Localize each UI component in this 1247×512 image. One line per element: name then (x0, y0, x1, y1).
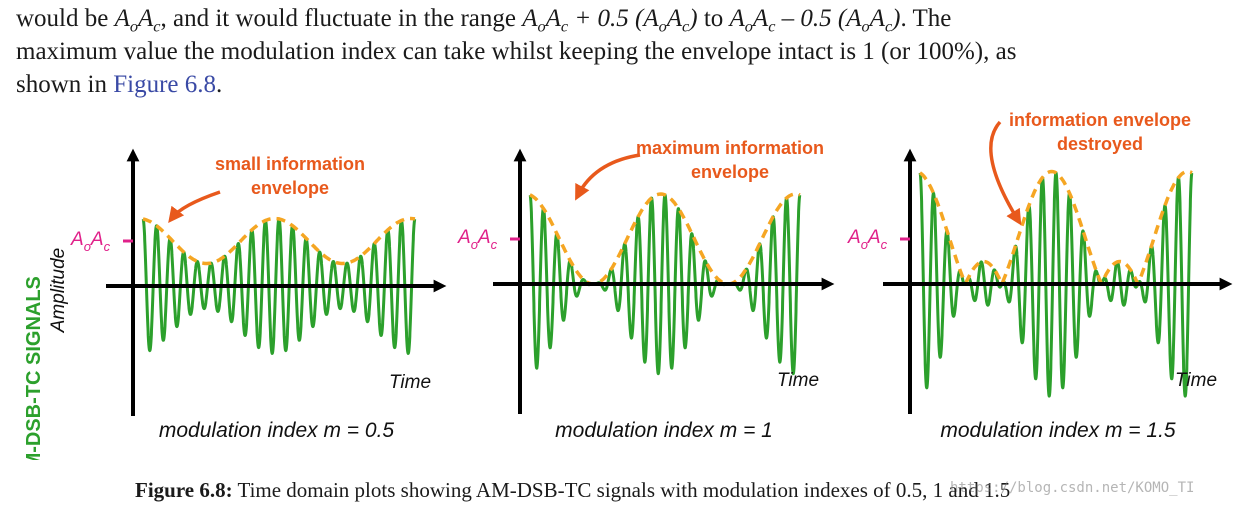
figure-link[interactable]: Figure 6.8 (113, 71, 217, 98)
time-label-3: Time (1175, 370, 1217, 391)
panel-2: AoAc Time modulation index m = 1 maximum in… (457, 138, 835, 442)
paragraph-line-2: maximum value the modulation index can t… (16, 38, 1017, 65)
time-label-2: Time (777, 370, 819, 391)
watermark: https://blog.csdn.net/KOMO_TI (950, 480, 1195, 496)
annotation-text-2: envelope (691, 162, 769, 182)
body-paragraph: would be AoAc, and it would fluctuate in… (16, 2, 1236, 101)
math-range-lower: AoAc – 0.5 (AoAc) (729, 5, 901, 36)
annotation-text-1: small information (215, 154, 365, 174)
annotation-text-3: destroyed (1057, 134, 1143, 154)
side-title: AM-DSB-TC SIGNALS (23, 276, 45, 460)
am-figure: AM-DSB-TC SIGNALS Amplitude AoAc Time modu… (23, 110, 1233, 460)
annotation-arrow-3 (989, 120, 1022, 226)
caption-text: Time domain plots showing AM-DSB-TC sign… (232, 478, 1011, 502)
aoac-label-3: AoAc (847, 227, 888, 252)
annotation-text-1: envelope (251, 178, 329, 198)
amplitude-label: Amplitude (48, 248, 69, 334)
paragraph-line-3: shown in Figure 6.8. (16, 71, 223, 98)
modulation-label-3: modulation index m = 1.5 (940, 419, 1176, 442)
annotation-arrow-1 (168, 190, 221, 223)
panel-1: AoAc Time modulation index m = 0.5 small in… (70, 148, 447, 442)
envelope-dashed-1 (142, 216, 416, 266)
panel-3: AoAc Time modulation index m = 1.5 informat… (847, 110, 1233, 442)
annotation-text-2: maximum information (636, 138, 824, 158)
aoac-label-1: AoAc (70, 229, 111, 254)
paragraph-line-1: would be AoAc, and it would fluctuate in… (16, 5, 952, 36)
envelope-dashed-2 (529, 192, 801, 286)
annotation-text-3: information envelope (1009, 110, 1191, 130)
caption-label: Figure 6.8: (135, 478, 233, 502)
figure-caption: Figure 6.8: Time domain plots showing AM… (135, 478, 1010, 503)
math-ao-ac: AoAc (114, 5, 161, 36)
modulation-label-2: modulation index m = 1 (555, 419, 773, 442)
aoac-label-2: AoAc (457, 227, 498, 252)
time-label-1: Time (389, 372, 431, 393)
modulation-label-1: modulation index m = 0.5 (159, 419, 395, 442)
math-range-upper: AoAc + 0.5 (AoAc) (522, 5, 698, 36)
annotation-arrow-2 (575, 153, 641, 201)
